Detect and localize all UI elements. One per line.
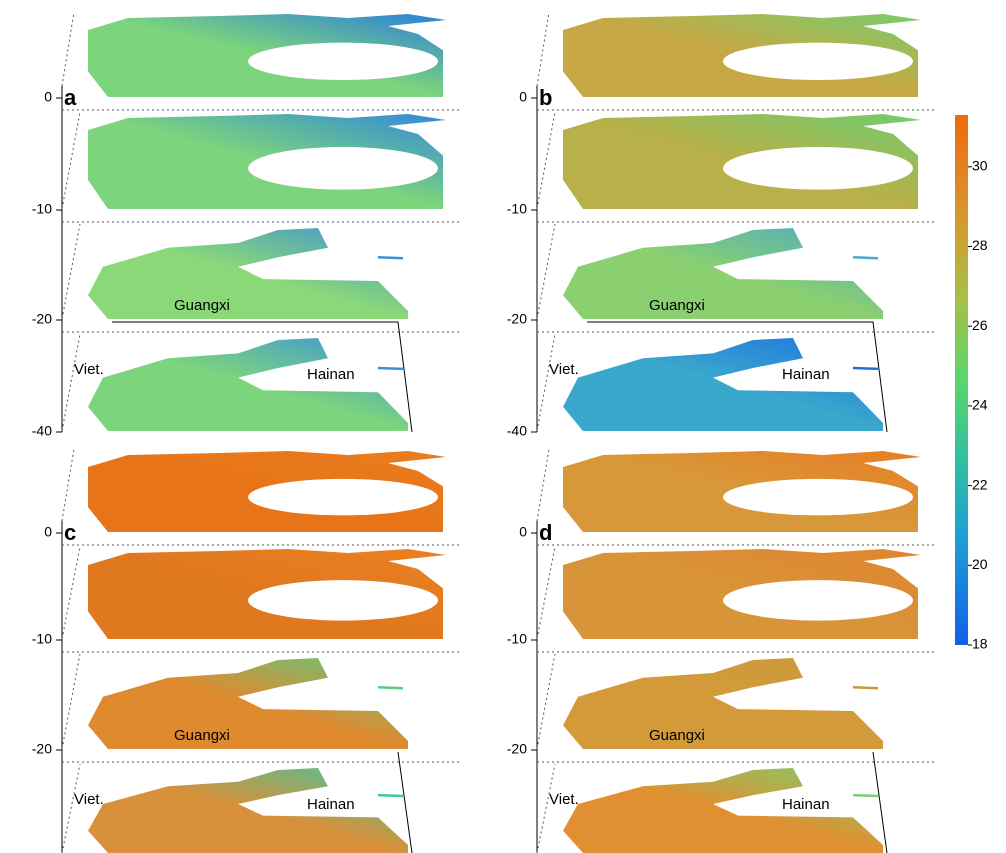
depth-tick-label: -40 [32, 423, 52, 439]
bay-cutout [723, 478, 913, 516]
dotted-edge [536, 111, 556, 210]
bay-cutout [248, 146, 438, 190]
colorbar-tick-label: 28 [972, 237, 988, 253]
bay-cutout [248, 478, 438, 516]
sst-slice [88, 768, 408, 853]
bay-cutout [723, 42, 913, 80]
dotted-edge [61, 546, 81, 640]
sst-slice [88, 658, 408, 749]
place-label: Hainan [307, 796, 355, 813]
place-label: Viet. [74, 791, 104, 808]
depth-tick-label: 0 [519, 89, 527, 105]
dotted-edge [536, 763, 556, 853]
dotted-edge [536, 11, 550, 87]
depth-tick-label: -40 [507, 423, 527, 439]
island-patch [377, 366, 404, 371]
panel-label: b [539, 85, 552, 110]
colorbar-tick-label: 26 [972, 317, 988, 333]
depth-tick-label: -10 [507, 201, 527, 217]
sst-slice [563, 338, 883, 431]
colorbar-tick-label: 22 [972, 476, 988, 492]
panel-label: c [64, 520, 76, 545]
place-label: Viet. [74, 361, 104, 378]
place-label: Viet. [549, 791, 579, 808]
depth-tick-label: -10 [507, 631, 527, 647]
island-patch [377, 686, 404, 690]
place-label: Hainan [782, 366, 830, 383]
bay-cutout [248, 42, 438, 80]
sst-slice [563, 658, 883, 749]
colorbar [955, 115, 968, 645]
island-patch [377, 256, 404, 260]
sst-slice [88, 228, 408, 319]
sst-slice [563, 768, 883, 853]
dotted-edge [61, 111, 81, 210]
dotted-edge [536, 448, 550, 522]
depth-tick-label: -10 [32, 201, 52, 217]
dotted-edge [61, 763, 81, 853]
sst-slice [563, 228, 883, 319]
island-patch [377, 793, 404, 798]
depth-tick-label: -10 [32, 631, 52, 647]
dotted-edge [536, 223, 556, 320]
place-label: Viet. [549, 361, 579, 378]
place-label: Guangxi [174, 727, 230, 744]
depth-tick-label: -20 [32, 311, 52, 327]
bay-cutout [723, 580, 913, 621]
dotted-edge [61, 448, 75, 522]
island-patch [852, 793, 879, 798]
place-label: Guangxi [649, 297, 705, 314]
island-patch [852, 366, 879, 371]
dotted-edge [61, 653, 81, 750]
sst-slice [88, 338, 408, 431]
dotted-edge [536, 653, 556, 750]
dotted-edge [536, 333, 556, 432]
place-label: Hainan [782, 796, 830, 813]
dotted-edge [536, 546, 556, 640]
depth-tick-label: -20 [507, 741, 527, 757]
panel-label: a [64, 85, 77, 110]
depth-tick-label: -20 [507, 311, 527, 327]
panel-label: d [539, 520, 552, 545]
bottom-box [587, 321, 888, 433]
colorbar-tick-label: 24 [972, 397, 988, 413]
bottom-box [397, 751, 413, 853]
island-patch [852, 686, 879, 690]
bay-cutout [248, 580, 438, 621]
bottom-box [872, 751, 888, 853]
place-label: Guangxi [649, 727, 705, 744]
depth-tick-label: 0 [519, 524, 527, 540]
depth-tick-label: -20 [32, 741, 52, 757]
dotted-edge [61, 333, 81, 432]
place-label: Hainan [307, 366, 355, 383]
colorbar-tick-label: 20 [972, 556, 988, 572]
place-label: Guangxi [174, 297, 230, 314]
colorbar-tick-label: 18 [972, 636, 988, 652]
dotted-edge [61, 223, 81, 320]
depth-tick-label: 0 [44, 89, 52, 105]
colorbar-tick-label: 30 [972, 158, 988, 174]
bottom-box [112, 321, 413, 433]
dotted-edge [61, 11, 75, 87]
bay-cutout [723, 146, 913, 190]
island-patch [852, 256, 879, 260]
depth-tick-label: 0 [44, 524, 52, 540]
